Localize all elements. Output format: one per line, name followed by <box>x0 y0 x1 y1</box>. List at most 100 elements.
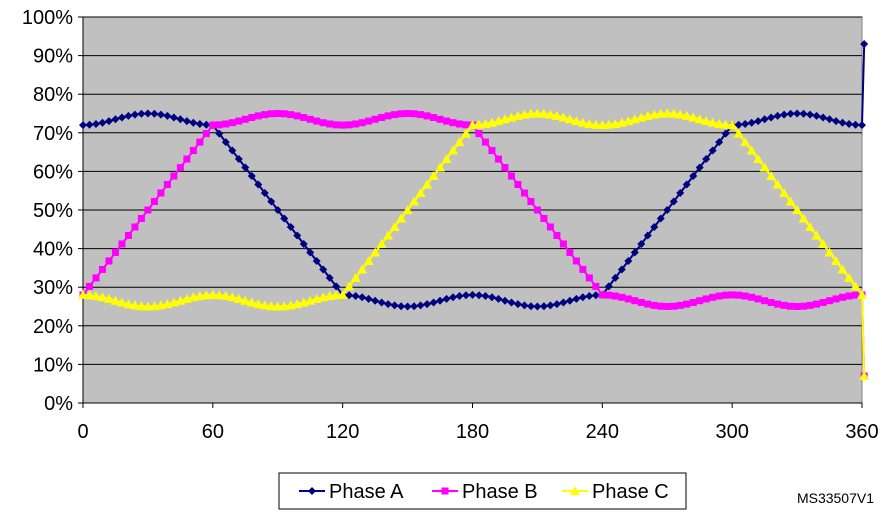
data-point <box>559 240 567 248</box>
data-point <box>396 213 407 223</box>
data-point <box>449 119 457 127</box>
data-point <box>137 214 145 222</box>
data-point <box>104 117 113 126</box>
data-point <box>650 301 658 309</box>
data-point <box>142 301 153 311</box>
data-point <box>370 247 381 257</box>
data-point <box>358 293 367 302</box>
y-tick-label: 90% <box>33 46 73 68</box>
data-point <box>430 114 438 122</box>
data-point <box>637 239 646 248</box>
data-point <box>571 116 582 126</box>
data-point <box>403 302 412 311</box>
data-point <box>722 291 730 299</box>
data-point <box>611 292 619 300</box>
data-point <box>715 138 724 147</box>
data-point <box>345 121 353 129</box>
data-point <box>558 112 569 122</box>
data-point <box>701 116 712 126</box>
data-point <box>384 300 393 309</box>
figure-id: MS33507V1 <box>797 490 874 506</box>
data-point <box>176 164 184 172</box>
data-point <box>695 163 704 172</box>
data-point <box>475 130 483 138</box>
data-point <box>707 117 718 127</box>
x-tick-label: 60 <box>202 421 224 443</box>
data-point <box>351 292 360 301</box>
data-point <box>266 301 277 311</box>
data-point <box>662 108 673 118</box>
data-point <box>798 213 809 223</box>
x-tick-label: 180 <box>456 421 489 443</box>
data-point <box>546 301 555 310</box>
data-point <box>220 291 231 301</box>
data-point <box>378 114 386 122</box>
data-point <box>331 290 342 300</box>
data-point <box>565 296 574 305</box>
data-point <box>514 181 522 189</box>
data-point <box>189 118 198 127</box>
data-point <box>196 138 204 146</box>
data-point <box>169 113 178 122</box>
data-point <box>566 248 574 256</box>
data-point <box>709 293 717 301</box>
data-point <box>740 137 751 147</box>
data-point <box>144 206 152 214</box>
data-point <box>240 295 251 305</box>
data-point <box>280 110 288 118</box>
data-point <box>117 113 126 122</box>
data-point <box>590 119 601 129</box>
data-point <box>681 110 692 120</box>
data-point <box>670 302 678 310</box>
x-axis: 0 60 120 180 240 300 360 <box>77 402 879 443</box>
data-point <box>773 111 782 120</box>
data-point <box>423 112 431 120</box>
data-point <box>643 231 652 240</box>
data-point <box>189 147 197 155</box>
data-point <box>98 265 106 273</box>
data-point <box>150 198 158 206</box>
data-point <box>416 301 425 310</box>
data-point <box>441 154 452 164</box>
data-point <box>799 109 808 118</box>
data-point <box>436 296 445 305</box>
data-point <box>494 294 503 303</box>
data-point <box>195 119 204 128</box>
data-point <box>572 257 580 265</box>
data-point <box>624 295 632 303</box>
data-point <box>631 297 639 305</box>
data-point <box>254 112 262 120</box>
data-point <box>306 248 315 257</box>
data-point <box>105 257 113 265</box>
data-point <box>741 119 750 128</box>
data-point <box>124 231 132 239</box>
data-point <box>462 291 471 300</box>
data-point <box>150 109 159 118</box>
legend-label: Phase A <box>329 481 404 503</box>
data-point <box>293 112 301 120</box>
data-point <box>714 118 725 128</box>
data-point <box>806 110 815 119</box>
data-point <box>455 292 464 301</box>
data-point <box>812 111 821 120</box>
data-point <box>92 274 100 282</box>
data-point <box>235 117 243 125</box>
x-tick-label: 0 <box>77 421 88 443</box>
data-point <box>422 179 433 189</box>
data-point <box>533 206 541 214</box>
data-point <box>448 145 459 155</box>
data-point <box>390 301 399 310</box>
data-point <box>461 128 472 138</box>
data-point <box>123 299 134 309</box>
data-point <box>233 293 244 303</box>
data-point <box>391 111 399 119</box>
data-point <box>436 115 444 123</box>
data-point <box>415 188 426 198</box>
data-point <box>552 300 561 309</box>
data-point <box>533 302 542 311</box>
data-point <box>365 117 373 125</box>
data-point <box>741 292 749 300</box>
data-point <box>857 289 867 299</box>
x-tick-label: 300 <box>715 421 748 443</box>
